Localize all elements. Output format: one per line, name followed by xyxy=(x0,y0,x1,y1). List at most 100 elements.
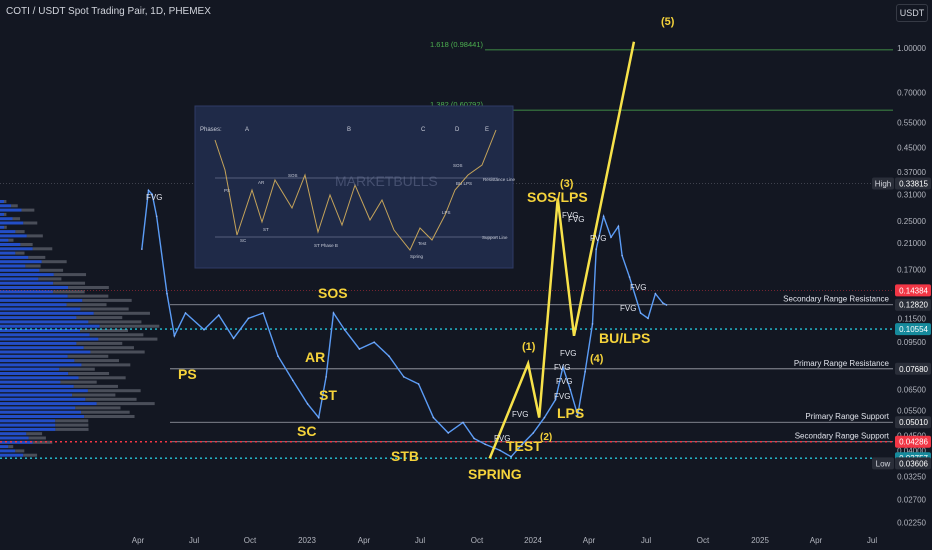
volume-bar xyxy=(0,221,24,225)
volume-bar-sell xyxy=(67,354,109,358)
price-tick-label: 0.70000 xyxy=(897,88,926,97)
volume-bar-sell xyxy=(59,367,95,371)
volume-bar xyxy=(0,247,33,251)
volume-bar xyxy=(0,423,56,427)
time-tick-label: Oct xyxy=(244,536,257,545)
volume-bar xyxy=(0,402,97,406)
price-point xyxy=(576,414,579,416)
price-tag-name: High xyxy=(875,179,891,188)
wyckoff-inset: Phases: A B C D E PS AR SC ST SOS ST Phase B Spring T… xyxy=(194,105,516,269)
volume-bar-sell xyxy=(4,200,7,203)
volume-bar-sell xyxy=(89,333,144,337)
price-point xyxy=(584,370,586,373)
price-point xyxy=(447,432,450,434)
volume-bar-sell xyxy=(23,453,38,457)
fib-level-label: 1.618 (0.98441) xyxy=(430,40,483,49)
price-tag-name-bg xyxy=(872,457,894,470)
volume-bar-sell xyxy=(52,290,85,294)
level-lines: Secondary Range Resistance Primary Range … xyxy=(0,40,893,459)
price-point xyxy=(343,328,346,331)
volume-bar-sell xyxy=(74,359,120,363)
price-point xyxy=(147,189,150,192)
time-tick-label: Apr xyxy=(810,536,823,545)
volume-bar xyxy=(0,225,5,229)
volume-bar-sell xyxy=(76,341,123,345)
inset-label: SOS xyxy=(453,163,463,168)
volume-bar xyxy=(0,200,4,203)
price-tick-label: 0.25000 xyxy=(897,217,926,226)
price-point xyxy=(510,455,512,458)
volume-bar-sell xyxy=(88,320,142,324)
inset-label: SOS xyxy=(288,173,298,178)
volume-bar xyxy=(0,341,77,345)
volume-bar xyxy=(0,389,88,393)
price-tick-label: 0.02250 xyxy=(897,518,926,527)
time-tick-label: Apr xyxy=(358,536,371,545)
wave-annotation: BU/LPS xyxy=(599,330,650,346)
price-point xyxy=(617,225,620,228)
volume-bar xyxy=(0,290,53,294)
range-level-label: Secondary Range Resistance xyxy=(783,295,889,304)
volume-bar xyxy=(0,346,84,350)
volume-bar xyxy=(0,303,67,307)
price-tick-label: 1.00000 xyxy=(897,44,926,53)
currency-button[interactable]: USDT xyxy=(896,4,928,22)
volume-bar-sell xyxy=(11,204,18,208)
wave-line xyxy=(488,41,636,459)
volume-bar-sell xyxy=(98,337,158,341)
time-tick-label: Apr xyxy=(583,536,596,545)
volume-bar xyxy=(0,359,75,363)
time-tick-label: Jul xyxy=(189,536,199,545)
volume-bar-sell xyxy=(53,281,86,285)
volume-bar xyxy=(0,307,81,311)
price-point xyxy=(262,312,265,314)
price-tag-value: 0.12820 xyxy=(899,301,928,310)
volume-bar xyxy=(0,255,29,259)
price-tick-label: 0.03250 xyxy=(897,472,926,481)
inset-label: Test xyxy=(418,241,427,246)
volume-bar xyxy=(0,384,74,388)
time-tick-label: Apr xyxy=(132,536,145,545)
volume-bar xyxy=(0,372,69,375)
wave-annotation: (4) xyxy=(590,353,604,365)
price-point xyxy=(292,379,294,382)
fvg-label: FVG xyxy=(494,434,510,443)
inset-phases-label: Phases: xyxy=(200,127,222,133)
wave-annotation: LPS xyxy=(557,405,584,421)
price-tick-label: 0.45000 xyxy=(897,144,926,153)
volume-bar-sell xyxy=(96,402,155,406)
wave-annotation: (1) xyxy=(522,341,536,353)
price-point xyxy=(543,416,546,419)
inset-price-path xyxy=(214,129,497,251)
price-point xyxy=(403,376,405,378)
price-point xyxy=(432,416,435,419)
price-tag-name: Low xyxy=(876,459,891,468)
volume-bar xyxy=(0,354,68,358)
fvg-label: FVG xyxy=(554,363,570,372)
price-tick-label: 0.02700 xyxy=(897,496,926,505)
volume-bar-sell xyxy=(66,303,107,307)
price-point xyxy=(247,317,250,320)
volume-bar-sell xyxy=(80,307,129,311)
volume-bar xyxy=(0,217,13,221)
volume-bar xyxy=(0,393,73,397)
inset-label: ST Phase B xyxy=(314,243,338,248)
volume-bar xyxy=(0,337,99,341)
price-point xyxy=(569,388,572,391)
time-tick-label: 2025 xyxy=(751,536,769,545)
time-tick-label: Oct xyxy=(697,536,710,545)
price-point xyxy=(532,432,535,434)
volume-bar xyxy=(0,367,60,371)
time-axis: Apr Jul Oct 2023 Apr Jul Oct 2024 Apr Jul Oct 2025 A… xyxy=(132,536,878,545)
inset-phase-letter: E xyxy=(485,127,489,133)
volume-bar xyxy=(0,234,27,238)
price-tick-label: 0.17000 xyxy=(897,265,926,274)
volume-bar-sell xyxy=(26,234,43,238)
price-point xyxy=(621,254,623,257)
volume-bar-sell xyxy=(82,298,132,302)
volume-bar-sell xyxy=(23,221,38,225)
price-point xyxy=(358,348,361,350)
price-point xyxy=(218,314,220,316)
inset-phase-letter: D xyxy=(455,127,460,133)
